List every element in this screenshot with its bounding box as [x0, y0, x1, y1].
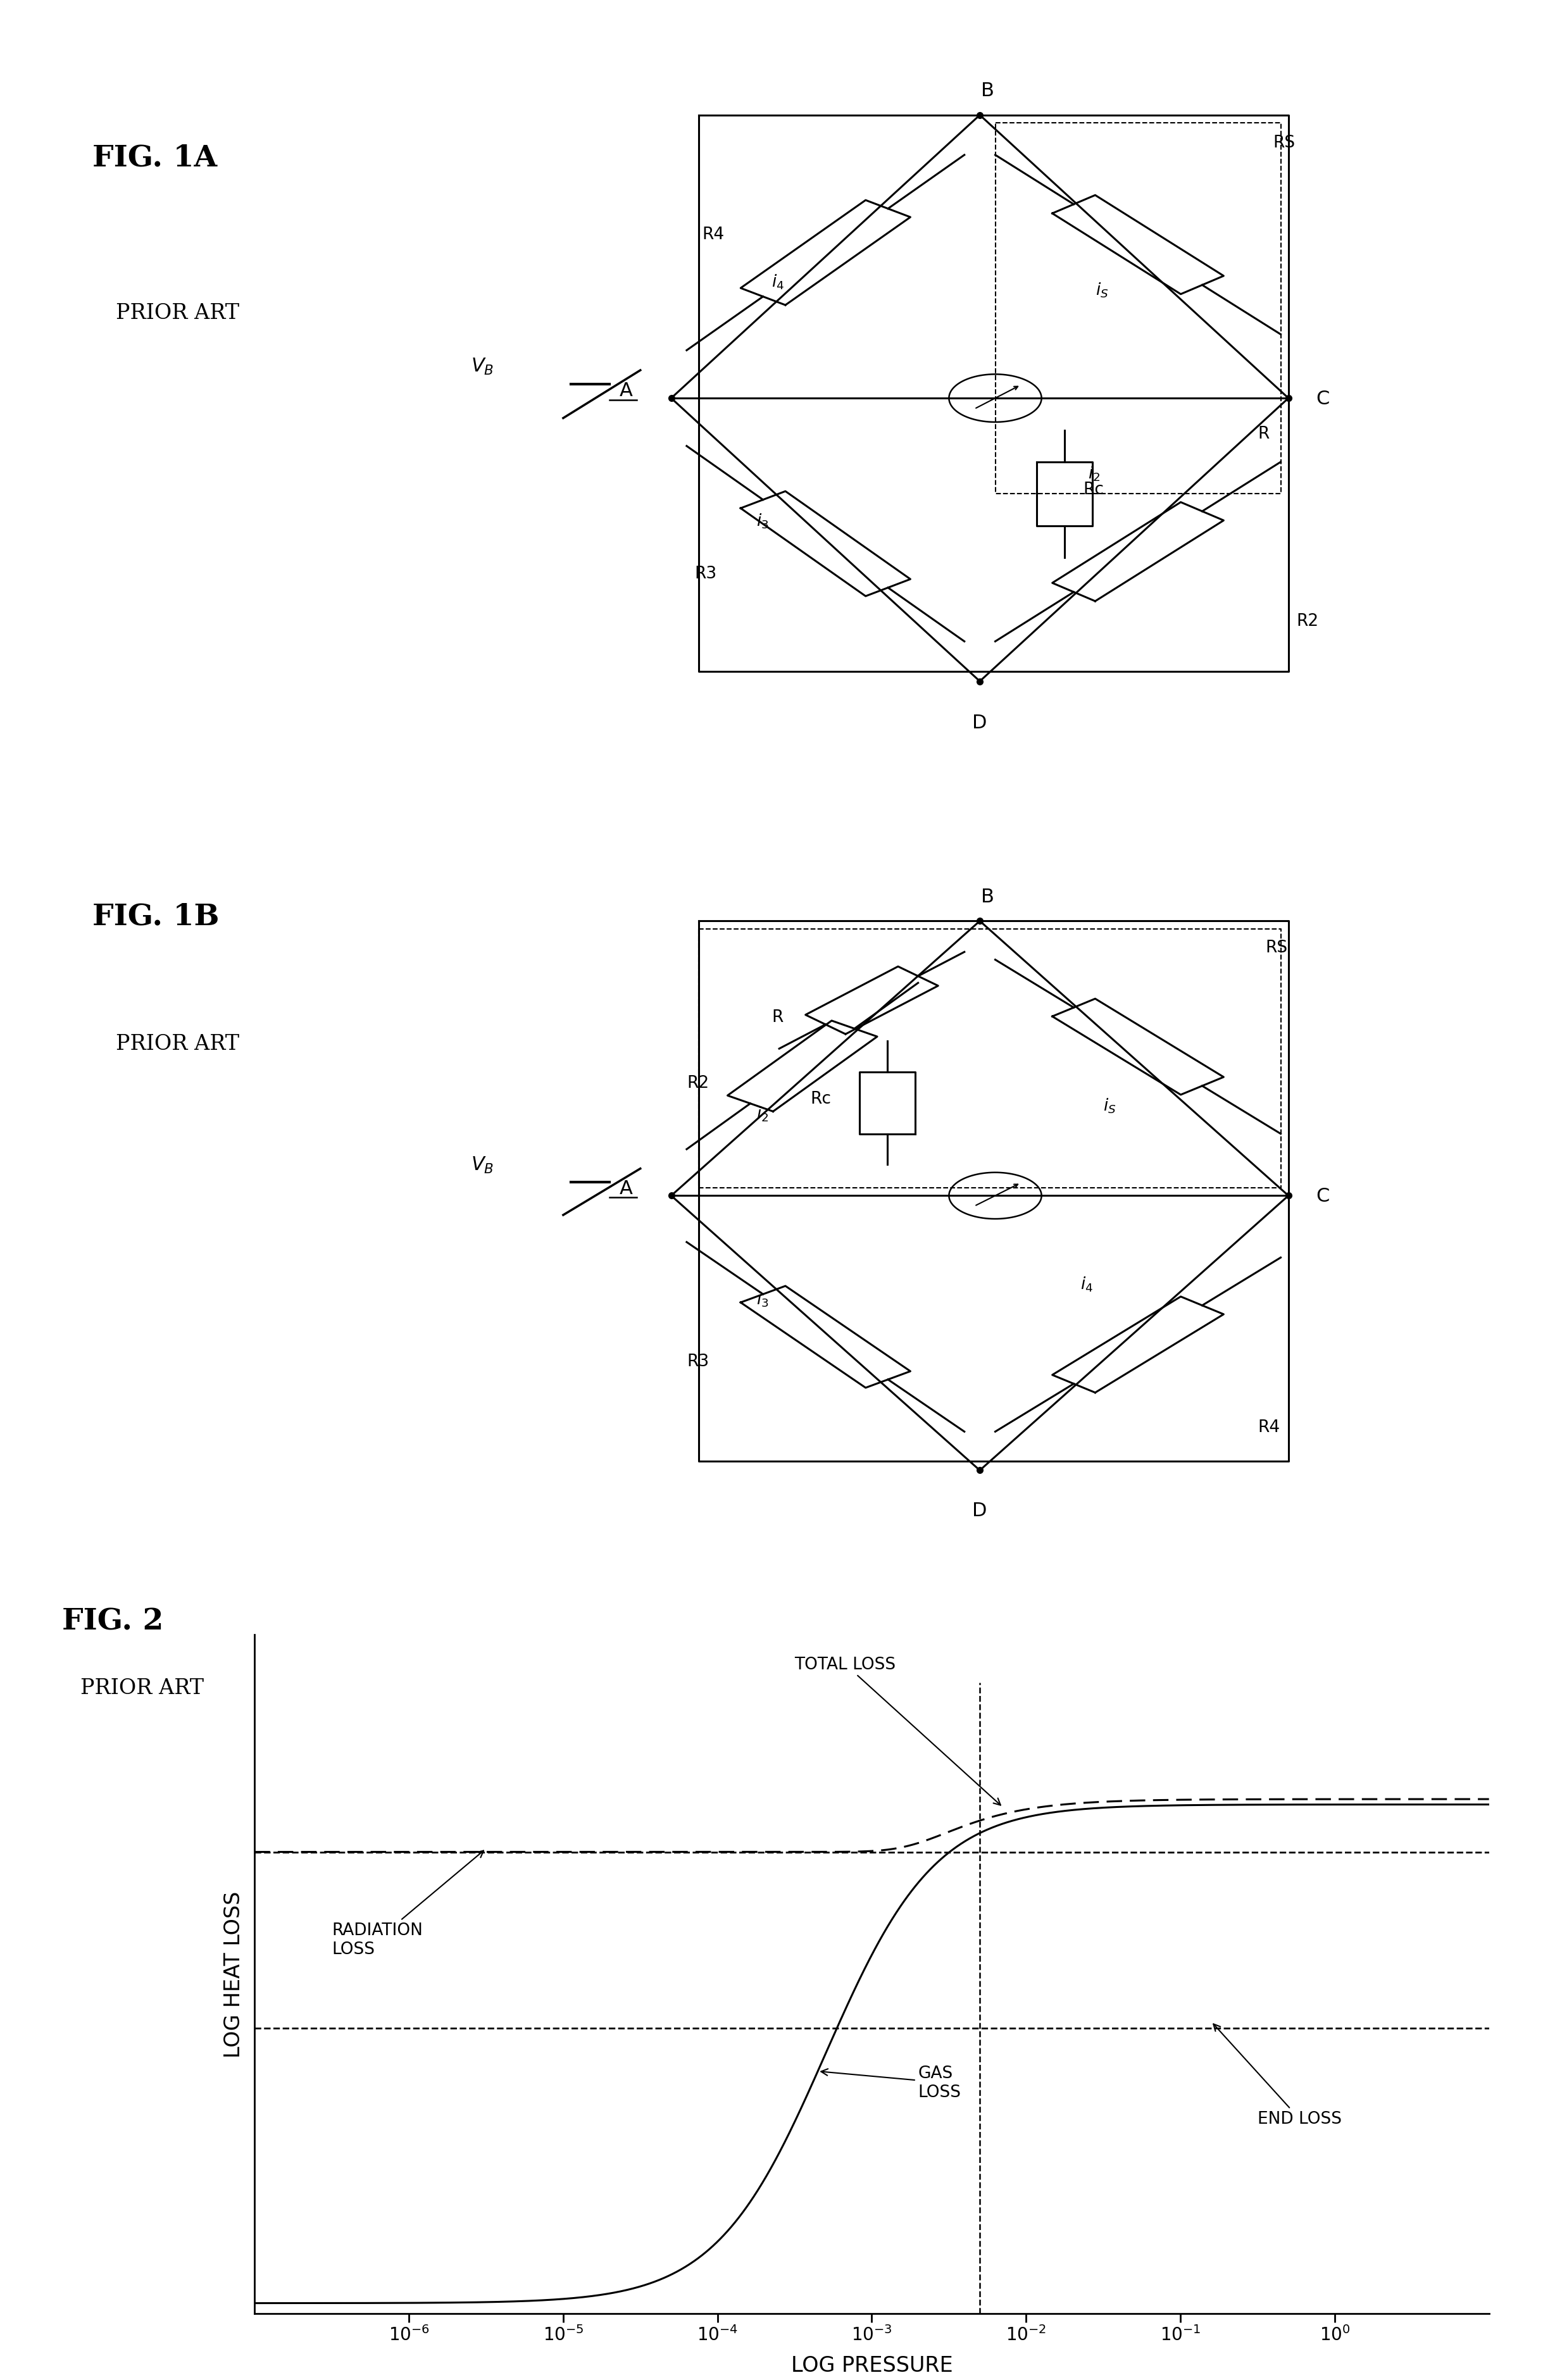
Text: Rc: Rc [1083, 481, 1105, 497]
Text: B: B [981, 888, 994, 907]
Text: RS: RS [1273, 136, 1295, 152]
Text: R2: R2 [1296, 614, 1318, 631]
Text: R: R [1258, 426, 1270, 443]
Text: PRIOR ART: PRIOR ART [80, 1678, 204, 1699]
Text: $i_4$: $i_4$ [1080, 1276, 1092, 1292]
Text: A: A [619, 381, 633, 400]
Text: R: R [772, 1009, 784, 1026]
Text: FIG. 1B: FIG. 1B [93, 902, 219, 931]
Text: RADIATION
LOSS: RADIATION LOSS [332, 1852, 483, 1959]
Text: A: A [619, 1178, 633, 1197]
X-axis label: LOG PRESSURE: LOG PRESSURE [792, 2354, 952, 2375]
Text: D: D [972, 1502, 988, 1521]
Text: $i_S$: $i_S$ [1096, 281, 1108, 300]
Text: B: B [981, 81, 994, 100]
Text: R4: R4 [1258, 1418, 1279, 1435]
Text: $i_S$: $i_S$ [1103, 1097, 1116, 1114]
Text: $i_2$: $i_2$ [1088, 464, 1100, 483]
Text: C: C [1316, 1188, 1330, 1204]
Text: D: D [972, 714, 988, 733]
Text: R2: R2 [687, 1076, 708, 1092]
Text: RS: RS [1265, 940, 1287, 957]
Text: R3: R3 [694, 566, 716, 581]
Text: $V_B$: $V_B$ [471, 1154, 494, 1176]
Text: TOTAL LOSS: TOTAL LOSS [795, 1656, 1000, 1806]
Text: PRIOR ART: PRIOR ART [116, 302, 239, 324]
Text: END LOSS: END LOSS [1213, 2023, 1342, 2128]
Text: R4: R4 [702, 226, 724, 243]
Text: $i_2$: $i_2$ [756, 1104, 768, 1123]
Text: $i_3$: $i_3$ [756, 512, 768, 531]
Text: Rc: Rc [810, 1090, 832, 1107]
Text: C: C [1316, 390, 1330, 407]
Text: FIG. 2: FIG. 2 [62, 1607, 164, 1635]
Text: $i_3$: $i_3$ [756, 1290, 768, 1309]
Text: $i_4$: $i_4$ [772, 274, 784, 290]
Text: FIG. 1A: FIG. 1A [93, 143, 218, 174]
Text: GAS
LOSS: GAS LOSS [821, 2066, 961, 2099]
Text: R3: R3 [687, 1354, 708, 1371]
Y-axis label: LOG HEAT LOSS: LOG HEAT LOSS [224, 1890, 244, 2059]
Text: PRIOR ART: PRIOR ART [116, 1033, 239, 1054]
Text: $V_B$: $V_B$ [471, 357, 494, 376]
